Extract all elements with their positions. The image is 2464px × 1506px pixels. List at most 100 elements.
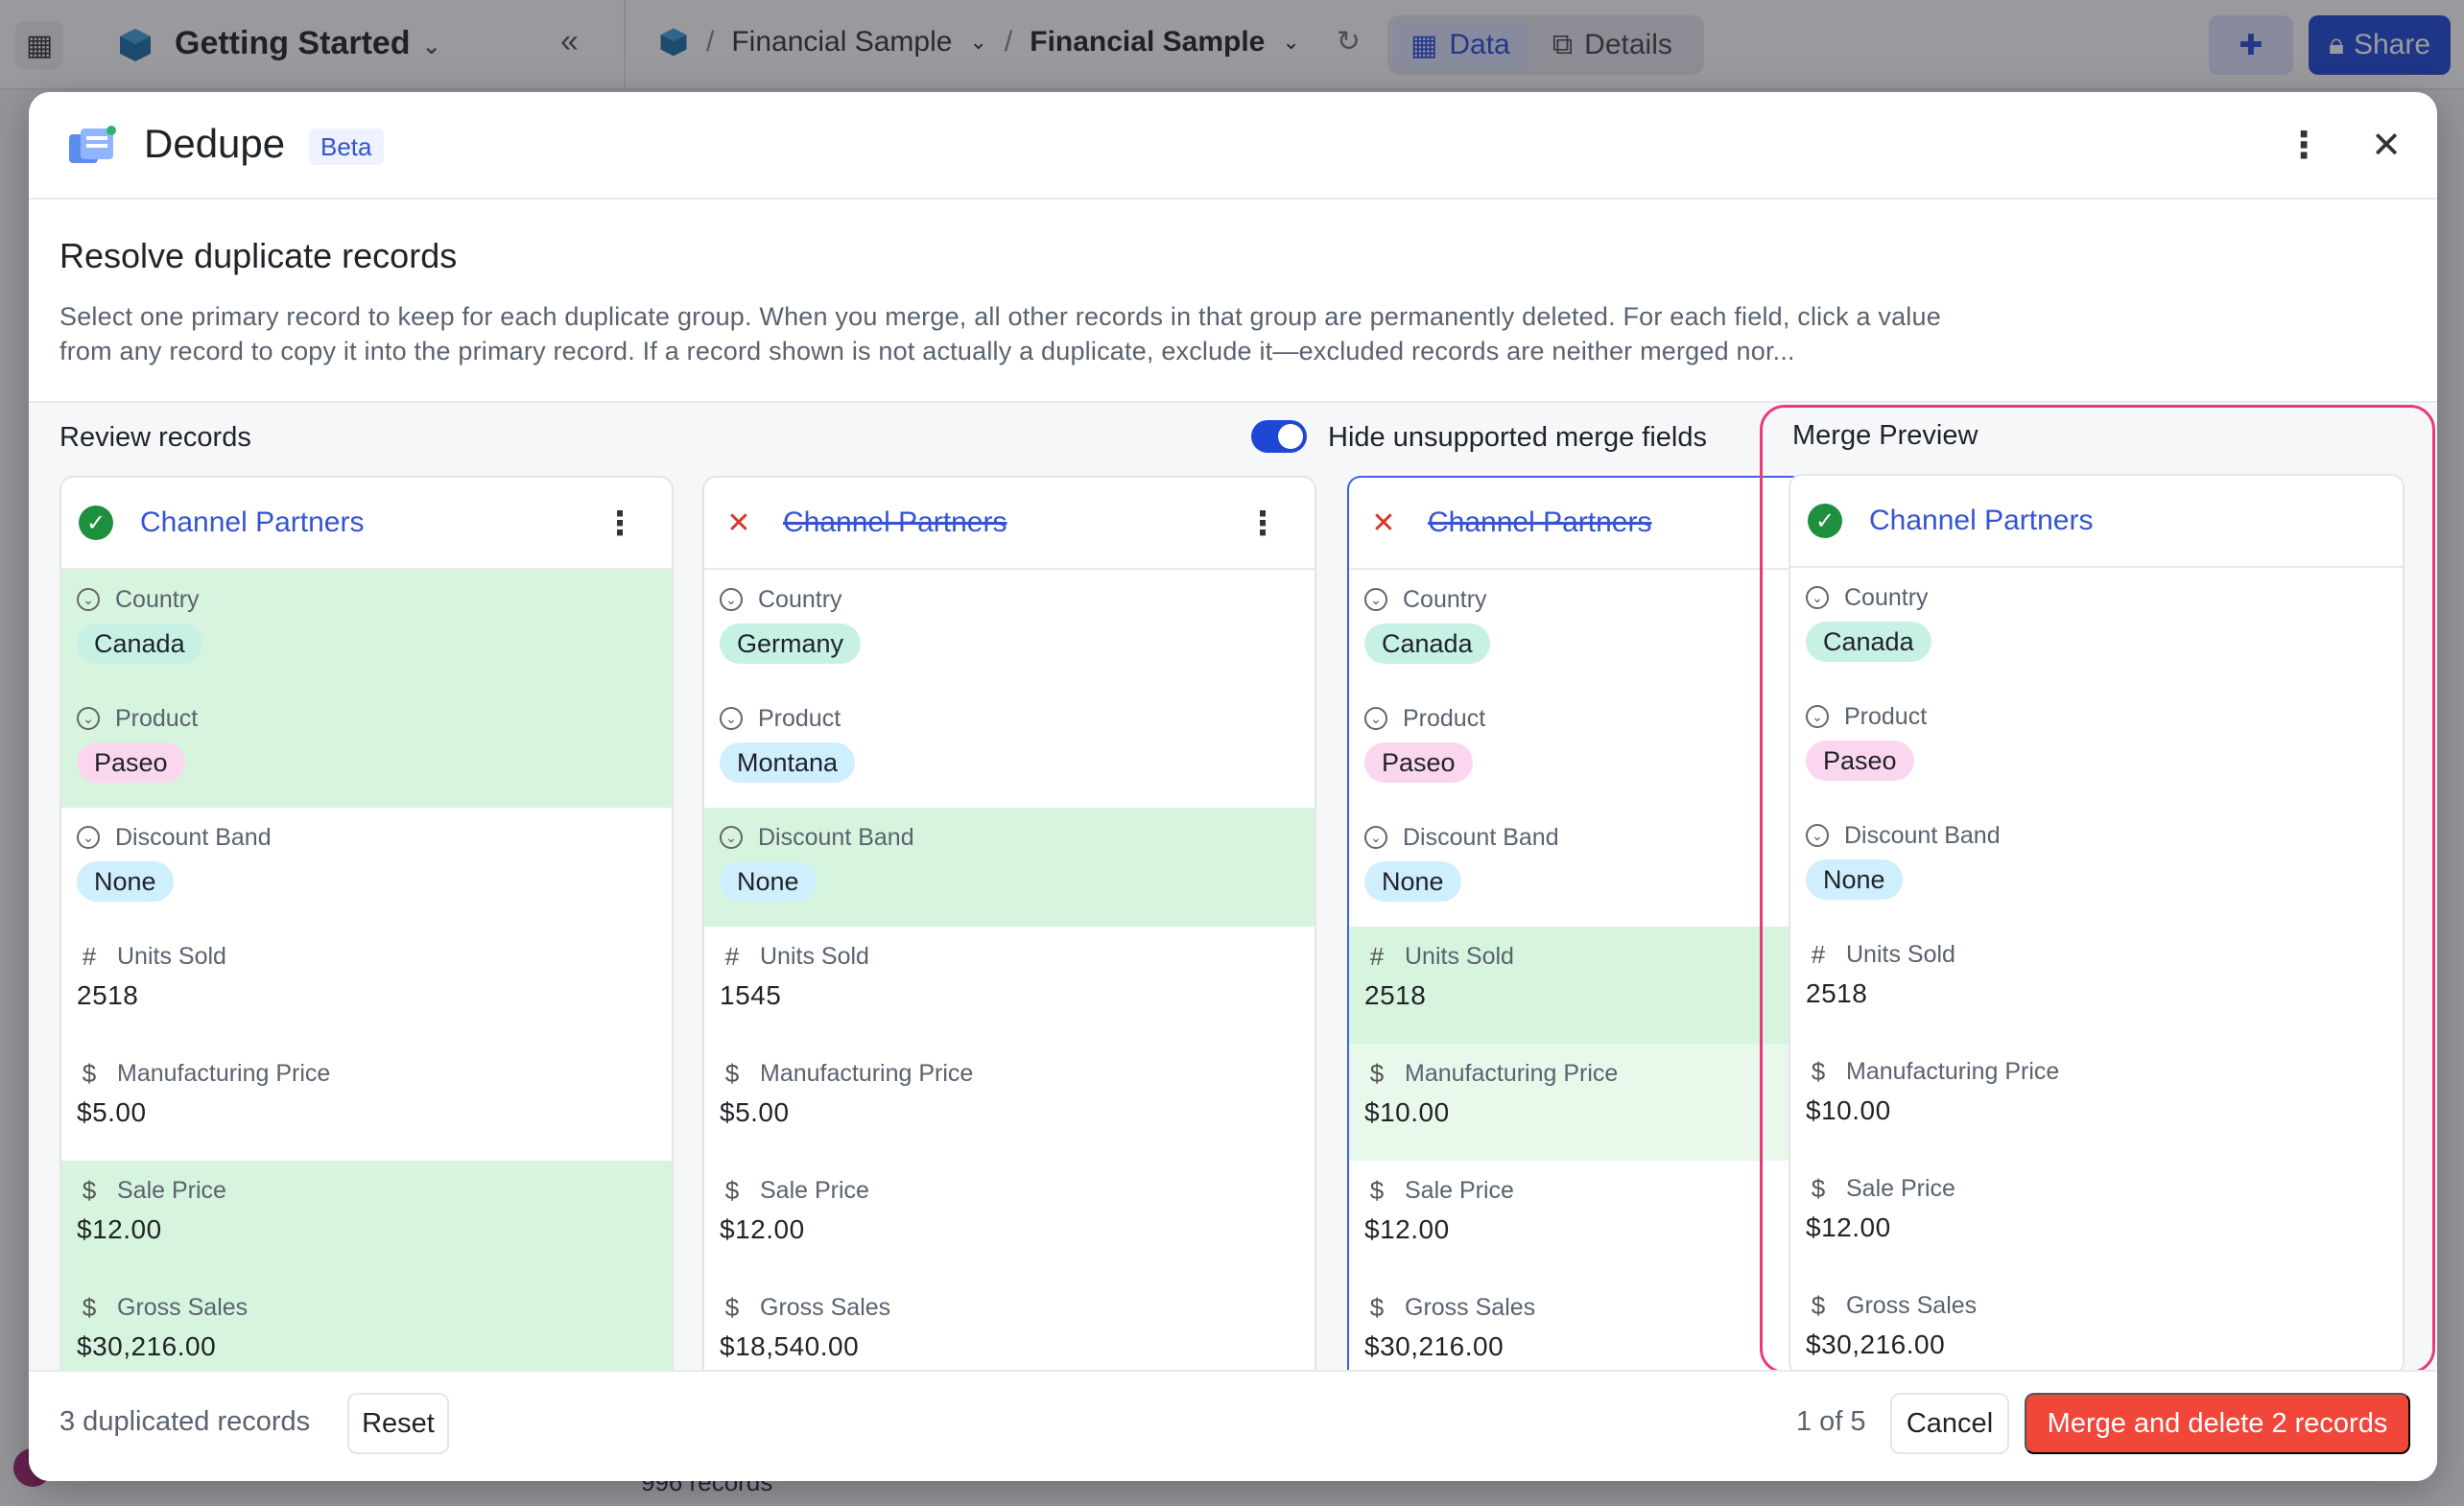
share-button[interactable]: 🔒︎ Share (2309, 15, 2451, 75)
field-units-sold[interactable]: # Units Sold 1545 (704, 927, 1315, 1044)
product-value: Montana (720, 742, 856, 783)
sale-price-value: $12.00 (1364, 1214, 1450, 1244)
single-select-icon: ⌄ (1806, 586, 1829, 609)
field-units-sold: # Units Sold 2518 (1790, 925, 2403, 1042)
group-pager: 1 of 5 (1796, 1406, 1866, 1437)
single-select-icon: ⌄ (1806, 705, 1829, 728)
currency-dollar-icon: $ (1369, 1292, 1385, 1322)
more-options-icon[interactable]: ⋮ (604, 506, 636, 542)
field-manufacturing-price[interactable]: $ Manufacturing Price $5.00 (61, 1044, 672, 1161)
manufacturing-price-value: $10.00 (1364, 1097, 1450, 1127)
field-sale-price[interactable]: $ Sale Price $12.00 (61, 1161, 672, 1278)
currency-dollar-icon: $ (82, 1292, 97, 1322)
manufacturing-price-value: $10.00 (1806, 1095, 1891, 1125)
gross-sales-value: $30,216.00 (1364, 1331, 1504, 1361)
collapse-sidebar-icon[interactable]: « (560, 23, 579, 59)
product-value: Paseo (1806, 741, 1914, 781)
exclude-x-icon[interactable]: ✕ (1371, 506, 1396, 539)
more-options-icon[interactable]: ⋮ (2286, 125, 2322, 166)
currency-dollar-icon: $ (1811, 1290, 1826, 1320)
apps-grid-icon[interactable]: ▦ (15, 21, 63, 69)
field-product[interactable]: ⌄ Product Paseo (1349, 689, 1961, 808)
product-value: Paseo (77, 742, 185, 783)
units-sold-value: 1545 (720, 980, 782, 1010)
field-country[interactable]: ⌄ Country Canada (61, 570, 672, 689)
currency-dollar-icon: $ (724, 1175, 740, 1205)
base-cube-icon (120, 29, 151, 61)
check-circle-icon: ✓ (1808, 504, 1842, 538)
exclude-x-icon[interactable]: ✕ (726, 506, 751, 539)
record-name[interactable]: Channel Partners (1869, 505, 2094, 536)
merge-delete-button[interactable]: Merge and delete 2 records (2025, 1393, 2410, 1454)
modal-footer: 3 duplicated records Reset 1 of 5 Cancel… (29, 1370, 2437, 1481)
section-description: Select one primary record to keep for ea… (59, 302, 1941, 365)
country-value: Canada (1364, 624, 1490, 664)
extensions-puzzle-icon[interactable]: ✚ (2209, 15, 2293, 75)
field-discount-band[interactable]: ⌄ Discount Band None (61, 808, 672, 927)
field-product[interactable]: ⌄ Product Montana (704, 689, 1315, 808)
field-product: ⌄ Product Paseo (1790, 687, 2403, 806)
field-manufacturing-price: $ Manufacturing Price $10.00 (1790, 1042, 2403, 1159)
hide-unsupported-toggle[interactable] (1251, 420, 1307, 453)
single-select-icon: ⌄ (1364, 707, 1387, 730)
field-gross-sales[interactable]: $ Gross Sales $30,216.00 (1349, 1278, 1961, 1395)
currency-dollar-icon: $ (724, 1292, 740, 1322)
review-records-title: Review records (59, 422, 251, 453)
check-circle-icon[interactable]: ✓ (79, 506, 113, 540)
sale-price-value: $12.00 (77, 1214, 162, 1244)
field-sale-price[interactable]: $ Sale Price $12.00 (1349, 1161, 1961, 1278)
record-card-duplicate: ✕ Channel Partners ⋮ ⌄ Country Germany ⌄ P… (702, 476, 1316, 1397)
field-discount-band[interactable]: ⌄ Discount Band None (1349, 808, 1961, 927)
single-select-icon: ⌄ (720, 826, 743, 849)
units-sold-value: 2518 (1364, 980, 1427, 1010)
merge-preview-card: ✓ Channel Partners ⌄ Country Canada ⌄ Prod… (1789, 474, 2405, 1376)
record-card-header: ✓ Channel Partners ⋮ (61, 478, 672, 570)
sale-price-value: $12.00 (720, 1214, 805, 1244)
field-product[interactable]: ⌄ Product Paseo (61, 689, 672, 808)
record-card-header: ✓ Channel Partners (1790, 476, 2403, 568)
manufacturing-price-value: $5.00 (77, 1097, 147, 1127)
field-sale-price: $ Sale Price $12.00 (1790, 1159, 2403, 1276)
base-title[interactable]: Getting Started ⌄ (175, 25, 441, 61)
currency-dollar-icon: $ (1811, 1173, 1826, 1203)
discount-band-value: None (720, 861, 817, 902)
field-country[interactable]: ⌄ Country Canada (1349, 570, 1961, 689)
refresh-icon[interactable]: ↻ (1336, 26, 1361, 58)
chevron-down-icon: ⌄ (1282, 29, 1300, 54)
modal-title: Dedupe (144, 121, 286, 166)
tab-data[interactable]: ▦ Data (1393, 21, 1528, 69)
close-icon[interactable]: ✕ (2371, 125, 2402, 166)
single-select-icon: ⌄ (77, 826, 100, 849)
field-gross-sales[interactable]: $ Gross Sales $18,540.00 (704, 1278, 1315, 1395)
manufacturing-price-value: $5.00 (720, 1097, 790, 1127)
number-hash-icon: # (1369, 941, 1385, 971)
chevron-down-icon: ⌄ (421, 34, 441, 59)
single-select-icon: ⌄ (1806, 824, 1829, 847)
section-heading: Resolve duplicate records (59, 236, 458, 275)
field-discount-band[interactable]: ⌄ Discount Band None (704, 808, 1315, 927)
record-card-primary: ✓ Channel Partners ⋮ ⌄ Country Canada ⌄ Pr… (59, 476, 674, 1397)
field-manufacturing-price[interactable]: $ Manufacturing Price $5.00 (704, 1044, 1315, 1161)
currency-dollar-icon: $ (82, 1058, 97, 1088)
record-name[interactable]: Channel Partners (783, 506, 1007, 538)
chevron-down-icon: ⌄ (969, 29, 987, 54)
dedupe-modal: Dedupe Beta ⋮ ✕ Resolve duplicate record… (29, 92, 2437, 1481)
country-value: Germany (720, 624, 862, 664)
field-sale-price[interactable]: $ Sale Price $12.00 (704, 1161, 1315, 1278)
more-options-icon[interactable]: ⋮ (1246, 506, 1279, 542)
gross-sales-value: $18,540.00 (720, 1331, 860, 1361)
tab-details[interactable]: ⧉ Details (1552, 29, 1672, 60)
field-units-sold[interactable]: # Units Sold 2518 (61, 927, 672, 1044)
product-value: Paseo (1364, 742, 1473, 783)
record-name[interactable]: Channel Partners (140, 506, 365, 538)
dedupe-app-icon (69, 126, 116, 163)
record-name[interactable]: Channel Partners (1428, 506, 1652, 538)
single-select-icon: ⌄ (1364, 826, 1387, 849)
breadcrumb-item[interactable]: Financial Sample (731, 25, 953, 58)
breadcrumb-item-current[interactable]: Financial Sample (1030, 25, 1266, 58)
single-select-icon: ⌄ (77, 707, 100, 730)
field-country[interactable]: ⌄ Country Germany (704, 570, 1315, 689)
reset-button[interactable]: Reset (347, 1393, 449, 1454)
cancel-button[interactable]: Cancel (1890, 1393, 2009, 1454)
duplicate-count: 3 duplicated records (59, 1406, 311, 1437)
